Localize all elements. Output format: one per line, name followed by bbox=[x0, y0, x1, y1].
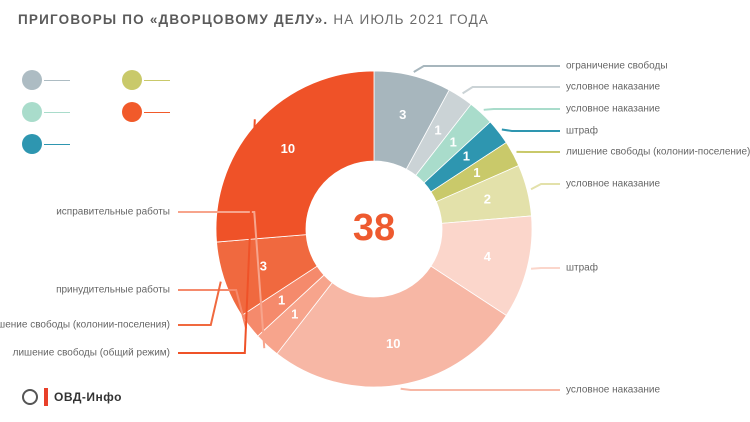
legend-line-olive bbox=[144, 80, 170, 81]
legend-line-mint bbox=[44, 112, 70, 113]
page-title: ПРИГОВОРЫ ПО «ДВОРЦОВОМУ ДЕЛУ». НА ИЮЛЬ … bbox=[18, 12, 489, 27]
slice-value-label: 1 bbox=[463, 149, 470, 164]
slice-value-label: 3 bbox=[399, 107, 406, 122]
legend-line-teal bbox=[44, 144, 70, 145]
legend-line-red bbox=[144, 112, 170, 113]
slice-value-label: 10 bbox=[386, 336, 400, 351]
logo-text: ОВД-Инфо bbox=[54, 390, 122, 404]
category-label: лишение свободы (общий режим) bbox=[13, 347, 170, 359]
category-label: штраф bbox=[566, 125, 598, 137]
category-label: лишение свободы (колонии-поселения) bbox=[0, 319, 170, 331]
slice-value-label: 10 bbox=[281, 141, 295, 156]
leader-line bbox=[178, 211, 266, 349]
leader-line bbox=[462, 86, 560, 95]
category-label: штраф bbox=[566, 262, 598, 274]
logo: ОВД-Инфо bbox=[22, 388, 122, 406]
leader-line bbox=[501, 128, 560, 132]
leader-line bbox=[400, 387, 560, 391]
leader-line bbox=[178, 281, 222, 326]
leader-line bbox=[530, 183, 560, 191]
legend-swatch-teal bbox=[22, 134, 42, 154]
category-label: условное наказание bbox=[566, 82, 661, 93]
legend-swatch-mint bbox=[22, 102, 42, 122]
leader-line bbox=[413, 65, 560, 73]
leader-line bbox=[178, 119, 256, 354]
donut-slice bbox=[215, 70, 375, 243]
slice-value-label: 1 bbox=[278, 292, 285, 307]
category-label: условное наказание bbox=[566, 179, 661, 190]
logo-ring-icon bbox=[22, 389, 38, 405]
leader-line bbox=[483, 108, 560, 111]
legend-line-gray bbox=[44, 80, 70, 81]
category-label: ограничение свободы bbox=[566, 60, 668, 72]
title-rest: НА ИЮЛЬ 2021 ГОДА bbox=[328, 12, 490, 27]
category-label: принудительные работы bbox=[56, 284, 170, 296]
title-bold: ПРИГОВОРЫ ПО «ДВОРЦОВОМУ ДЕЛУ». bbox=[18, 12, 329, 27]
category-label: условное наказание bbox=[566, 104, 661, 115]
category-label: условное наказание bbox=[566, 385, 661, 396]
donut-slice bbox=[276, 265, 507, 388]
category-label: исправительные работы bbox=[56, 206, 170, 218]
slice-value-label: 1 bbox=[291, 307, 298, 322]
slice-value-label: 1 bbox=[434, 122, 441, 137]
slice-value-label: 1 bbox=[473, 165, 480, 180]
slice-value-label: 1 bbox=[450, 134, 457, 149]
leader-line bbox=[178, 289, 248, 329]
slice-value-label: 3 bbox=[260, 258, 267, 273]
center-total: 38 bbox=[353, 207, 395, 249]
legend-swatch-olive bbox=[122, 70, 142, 90]
logo-bar-icon bbox=[44, 388, 48, 406]
leader-line bbox=[530, 267, 560, 270]
category-label: лишение свободы (колонии-поселение) bbox=[566, 146, 750, 158]
legend-swatch-red bbox=[122, 102, 142, 122]
slice-value-label: 4 bbox=[484, 249, 492, 264]
legend-swatch-gray bbox=[22, 70, 42, 90]
slice-value-label: 2 bbox=[484, 192, 491, 207]
